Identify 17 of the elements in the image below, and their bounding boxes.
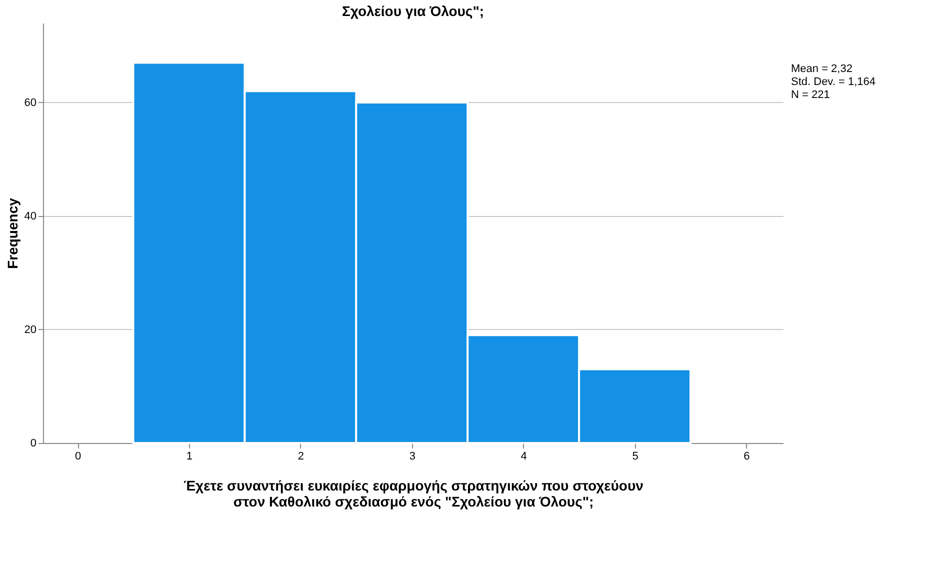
x-tick-label: 4 [520, 450, 527, 462]
x-tick-label: 1 [186, 450, 193, 462]
y-tick-label: 0 [30, 438, 36, 450]
x-tick-label: 5 [632, 450, 638, 462]
y-tick-label: 40 [24, 210, 36, 222]
x-tick-label: 6 [744, 450, 750, 462]
x-tick-label: 3 [409, 450, 416, 462]
text: Std. Dev. = 1,164 [791, 76, 876, 88]
x-axis-title: Έχετε συναντήσει ευκαιρίες εφαρμογής στρατηγικών που στοχεύουν στον Καθολικό σχεδιασμό ενός "Σχολείου για Όλους"; [184, 478, 644, 510]
text: N = 221 [791, 89, 830, 101]
y-tick-label: 60 [24, 96, 36, 109]
text: Mean = 2,32 [791, 63, 852, 75]
y-axis-title: Frequency [4, 198, 20, 269]
chart-title: Σχολείου για Όλους"; [342, 3, 484, 19]
y-tick-label: 20 [24, 324, 36, 336]
x-tick-label: 0 [74, 450, 82, 462]
x-tick-label: 2 [298, 450, 304, 462]
